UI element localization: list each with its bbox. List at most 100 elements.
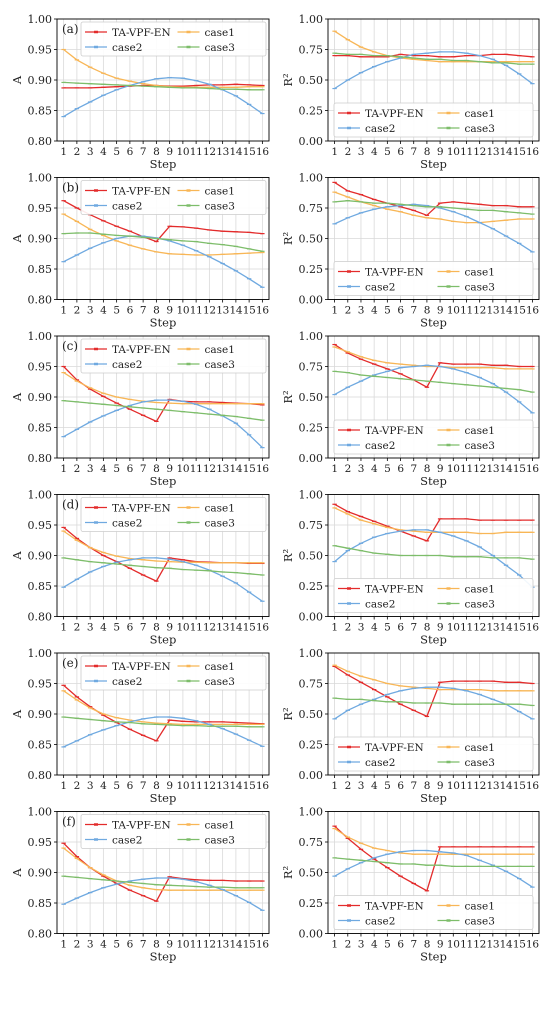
x-tick-label: 7 [140,780,146,792]
panel-label: (a) [62,22,79,36]
legend-label-case1: case1 [205,820,235,832]
legend-box [333,102,534,138]
x-tick-label: 2 [345,622,351,634]
x-tick-label: 5 [384,146,390,158]
x-tick-label: 2 [74,463,80,475]
x-tick-label: 6 [397,146,404,158]
x-tick-label: 4 [100,939,107,951]
y-axis-label: A [10,75,24,85]
x-tick-label: 4 [100,463,107,475]
x-tick-label: 13 [216,146,229,158]
x-tick-label: 11 [190,622,203,634]
x-axis-label: Step [150,474,177,488]
chart-panel-4: 0.000.250.500.751.001 2 3 4 5 6 7 8 9 10 11 12 13 14 1… [281,172,540,330]
x-tick-label: 11 [190,463,203,475]
x-axis-label: Step [420,791,447,805]
legend-label-case1: case1 [205,661,235,673]
legend-label-case2: case2 [112,42,142,54]
series-line-case3 [334,545,533,560]
legend-box [80,338,267,374]
chart-panel-12: 0.000.250.500.751.001 2 3 4 5 6 7 8 9 10 11 12 13 14 1… [281,806,540,964]
series-line-case1 [334,828,533,855]
legend-label-case1: case1 [465,901,495,913]
x-tick-label: 10 [447,146,460,158]
x-tick-label: 9 [437,622,443,634]
x-tick-label: 10 [176,622,189,634]
series-line-case1 [334,664,533,692]
y-tick-label: 0.85 [28,580,53,593]
legend: TA-VPF-EN case1 case2 case3 [333,895,534,930]
y-axis-label: R² [281,707,295,720]
x-tick-label: 9 [166,463,172,475]
legend-label-TA-VPF-EN: TA-VPF-EN [365,901,424,913]
legend-label-case3: case3 [465,123,495,135]
y-tick-label: 0.90 [28,391,53,404]
x-tick-label: 10 [447,780,460,792]
legend: TA-VPF-EN case1 case2 case3 [80,338,267,374]
legend-label-case3: case3 [205,835,235,847]
legend-label-TA-VPF-EN: TA-VPF-EN [112,186,171,198]
y-tick-label: 0.90 [28,233,53,246]
legend-label-case2: case2 [365,916,395,928]
x-tick-label: 9 [437,146,443,158]
x-tick-label: 6 [397,939,404,951]
x-tick-label: 3 [358,146,364,158]
y-tick-label: 0.80 [28,611,53,624]
y-tick-label: 1.00 [28,13,53,26]
x-tick-label: 10 [176,146,189,158]
x-tick-label: 8 [424,622,430,634]
x-tick-label: 5 [113,622,119,634]
x-tick-label: 13 [216,305,229,317]
x-tick-label: 7 [411,939,417,951]
x-tick-label: 1 [331,622,337,634]
x-tick-label: 10 [447,622,460,634]
x-tick-label: 2 [345,305,351,317]
x-tick-label: 16 [526,146,539,158]
x-tick-label: 11 [460,305,473,317]
x-tick-label: 12 [473,463,486,475]
legend-box [80,180,267,215]
x-tick-label: 12 [203,780,216,792]
x-tick-label: 1 [331,939,337,951]
series-line-case3 [63,557,263,576]
x-tick-label: 7 [411,780,417,792]
x-tick-label: 11 [460,463,473,475]
x-axis-label: Step [150,950,177,964]
legend-label-TA-VPF-EN: TA-VPF-EN [112,503,171,515]
chart-panel-7: 0.800.850.900.951.001 2 3 4 5 6 7 8 9 10 11 12 13 14 1… [10,489,270,647]
y-axis-label: R² [281,390,295,403]
legend-label-TA-VPF-EN: TA-VPF-EN [365,108,424,120]
series-line-TA-VPF-EN [63,366,263,423]
legend: TA-VPF-EN case1 case2 case3 [80,814,267,849]
x-tick-label: 12 [473,305,486,317]
series-line-case2 [334,529,533,588]
chart-panel-10: 0.000.250.500.751.001 2 3 4 5 6 7 8 9 10 11 12 13 14 1… [281,647,540,805]
x-tick-label: 15 [243,463,256,475]
legend-label-TA-VPF-EN: TA-VPF-EN [112,661,171,673]
y-tick-label: 0.75 [299,44,324,57]
y-tick-label: 0.80 [28,452,53,465]
legend: TA-VPF-EN case1 case2 case3 [333,261,534,296]
legend-box [333,261,534,296]
series-line-case3 [63,232,263,252]
x-tick-label: 11 [460,939,473,951]
x-tick-label: 13 [486,780,499,792]
y-tick-label: 1.00 [28,172,53,185]
x-tick-label: 7 [411,146,417,158]
x-tick-label: 13 [486,463,499,475]
legend: TA-VPF-EN case1 case2 case3 [333,736,534,772]
chart-panel-6: 0.000.250.500.751.001 2 3 4 5 6 7 8 9 10 11 12 13 14 1… [281,330,540,488]
series-line-case2 [63,716,263,748]
y-tick-label: 0.95 [28,44,53,57]
y-axis-label: R² [281,73,295,86]
y-axis-label: A [10,709,24,719]
x-tick-label: 14 [500,780,513,792]
legend-label-case1: case1 [205,186,235,198]
series-line-case1 [334,191,533,224]
x-tick-label: 16 [526,780,539,792]
y-tick-label: 0.80 [28,294,53,307]
legend-label-case1: case1 [465,108,495,120]
x-tick-label: 16 [256,305,269,317]
series-line-case2 [334,364,533,414]
x-tick-label: 2 [345,939,351,951]
